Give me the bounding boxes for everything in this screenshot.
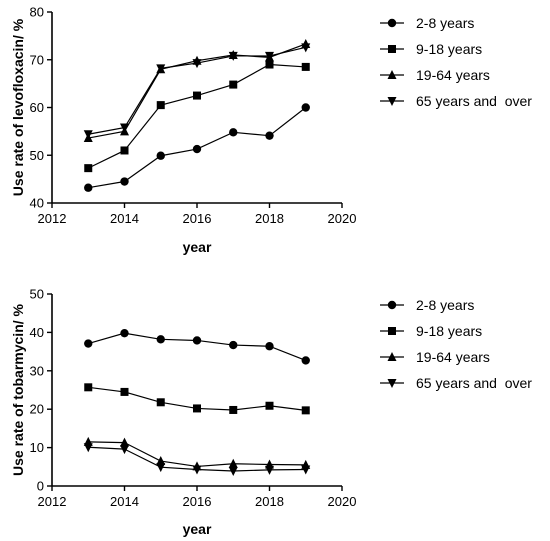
- data-point: [84, 164, 93, 173]
- data-point: [301, 406, 310, 415]
- levofloxacin-chart: 40 50 60 70 80 2012 2014 2016 2018 2020 Use rate o…: [10, 5, 532, 256]
- x-tick-label: 2014: [110, 211, 139, 226]
- x-tick-label: 2016: [183, 211, 212, 226]
- x-tick-label: 2012: [38, 211, 67, 226]
- legend-label: 2-8 years: [416, 297, 474, 313]
- y-tick-label: 70: [30, 52, 44, 67]
- x-tick-label: 2018: [255, 494, 284, 509]
- x-tick-label: 2012: [38, 494, 67, 509]
- legend-label: 2-8 years: [416, 15, 474, 31]
- data-point: [301, 103, 310, 112]
- data-point: [120, 177, 129, 186]
- data-point: [120, 387, 129, 396]
- y-tick-label: 60: [30, 100, 44, 115]
- data-point: [301, 465, 311, 475]
- y-tick-label: 50: [30, 287, 44, 302]
- x-tick-label: 2016: [183, 494, 212, 509]
- data-point: [120, 123, 129, 133]
- data-point: [265, 401, 274, 410]
- data-point: [229, 340, 238, 350]
- data-point: [156, 398, 165, 407]
- data-point: [192, 336, 202, 345]
- y-tick-label: 40: [30, 325, 44, 340]
- data-point: [156, 335, 165, 344]
- legend-label: 19-64 years: [416, 349, 490, 365]
- legend-marker: [387, 352, 397, 361]
- y-tick-label: 40: [30, 196, 44, 211]
- y-axis-title: Use rate of levofloxacin/ %: [10, 18, 26, 196]
- data-point: [192, 144, 202, 154]
- x-tick-label: 2014: [110, 494, 139, 509]
- y-tick-label: 50: [30, 148, 44, 163]
- data-point: [228, 458, 238, 468]
- legend-marker: [387, 379, 397, 388]
- x-axis-title: year: [183, 239, 212, 255]
- data-point: [301, 356, 310, 365]
- legend-label: 65 years and over: [416, 93, 532, 109]
- x-tick-label: 2020: [328, 211, 357, 226]
- data-point: [229, 80, 238, 89]
- legend-marker: [387, 70, 397, 79]
- data-point: [156, 101, 165, 110]
- data-point: [156, 463, 166, 473]
- data-point: [156, 456, 166, 466]
- data-point: [84, 383, 93, 392]
- legend-label: 19-64 years: [416, 67, 490, 83]
- y-tick-label: 20: [30, 402, 44, 417]
- data-point: [301, 43, 311, 53]
- data-point: [120, 437, 129, 447]
- data-point: [229, 405, 238, 414]
- data-point: [229, 128, 238, 137]
- data-point: [192, 59, 202, 69]
- legend-marker: [388, 45, 396, 53]
- legend-label: 9-18 years: [416, 41, 482, 57]
- y-tick-label: 80: [30, 5, 44, 20]
- data-point: [265, 465, 274, 475]
- legend-label: 9-18 years: [416, 323, 482, 339]
- legend-marker: [387, 97, 397, 106]
- data-point: [156, 151, 165, 160]
- data-point: [265, 131, 274, 140]
- data-point: [265, 342, 274, 351]
- data-point: [265, 51, 274, 61]
- legend-marker: [387, 300, 397, 310]
- legend-marker: [387, 18, 397, 28]
- legend-label: 65 years and over: [416, 375, 532, 391]
- data-point: [120, 146, 129, 155]
- data-point: [83, 130, 93, 140]
- data-point: [156, 64, 166, 74]
- x-axis-title: year: [183, 521, 212, 537]
- data-point: [228, 51, 238, 61]
- x-tick-label: 2018: [255, 211, 284, 226]
- data-point: [193, 404, 201, 413]
- y-tick-label: 30: [30, 363, 44, 378]
- data-point: [120, 445, 129, 455]
- y-axis-title: Use rate of tobarmycin/ %: [10, 303, 26, 475]
- data-point: [265, 60, 274, 69]
- data-point: [83, 443, 93, 453]
- data-point: [192, 465, 202, 475]
- data-point: [120, 328, 129, 338]
- y-tick-label: 10: [30, 440, 44, 455]
- data-point: [301, 62, 310, 71]
- y-tick-label: 0: [37, 479, 44, 494]
- tobramycin-chart: 0 10 20 30 40 50 2012 2014 2016 2018 2020 Use rate …: [10, 287, 532, 538]
- data-point: [84, 339, 93, 348]
- data-point: [228, 467, 238, 477]
- legend-marker: [388, 327, 396, 335]
- data-point: [193, 91, 201, 100]
- data-point: [84, 183, 93, 192]
- x-tick-label: 2020: [328, 494, 357, 509]
